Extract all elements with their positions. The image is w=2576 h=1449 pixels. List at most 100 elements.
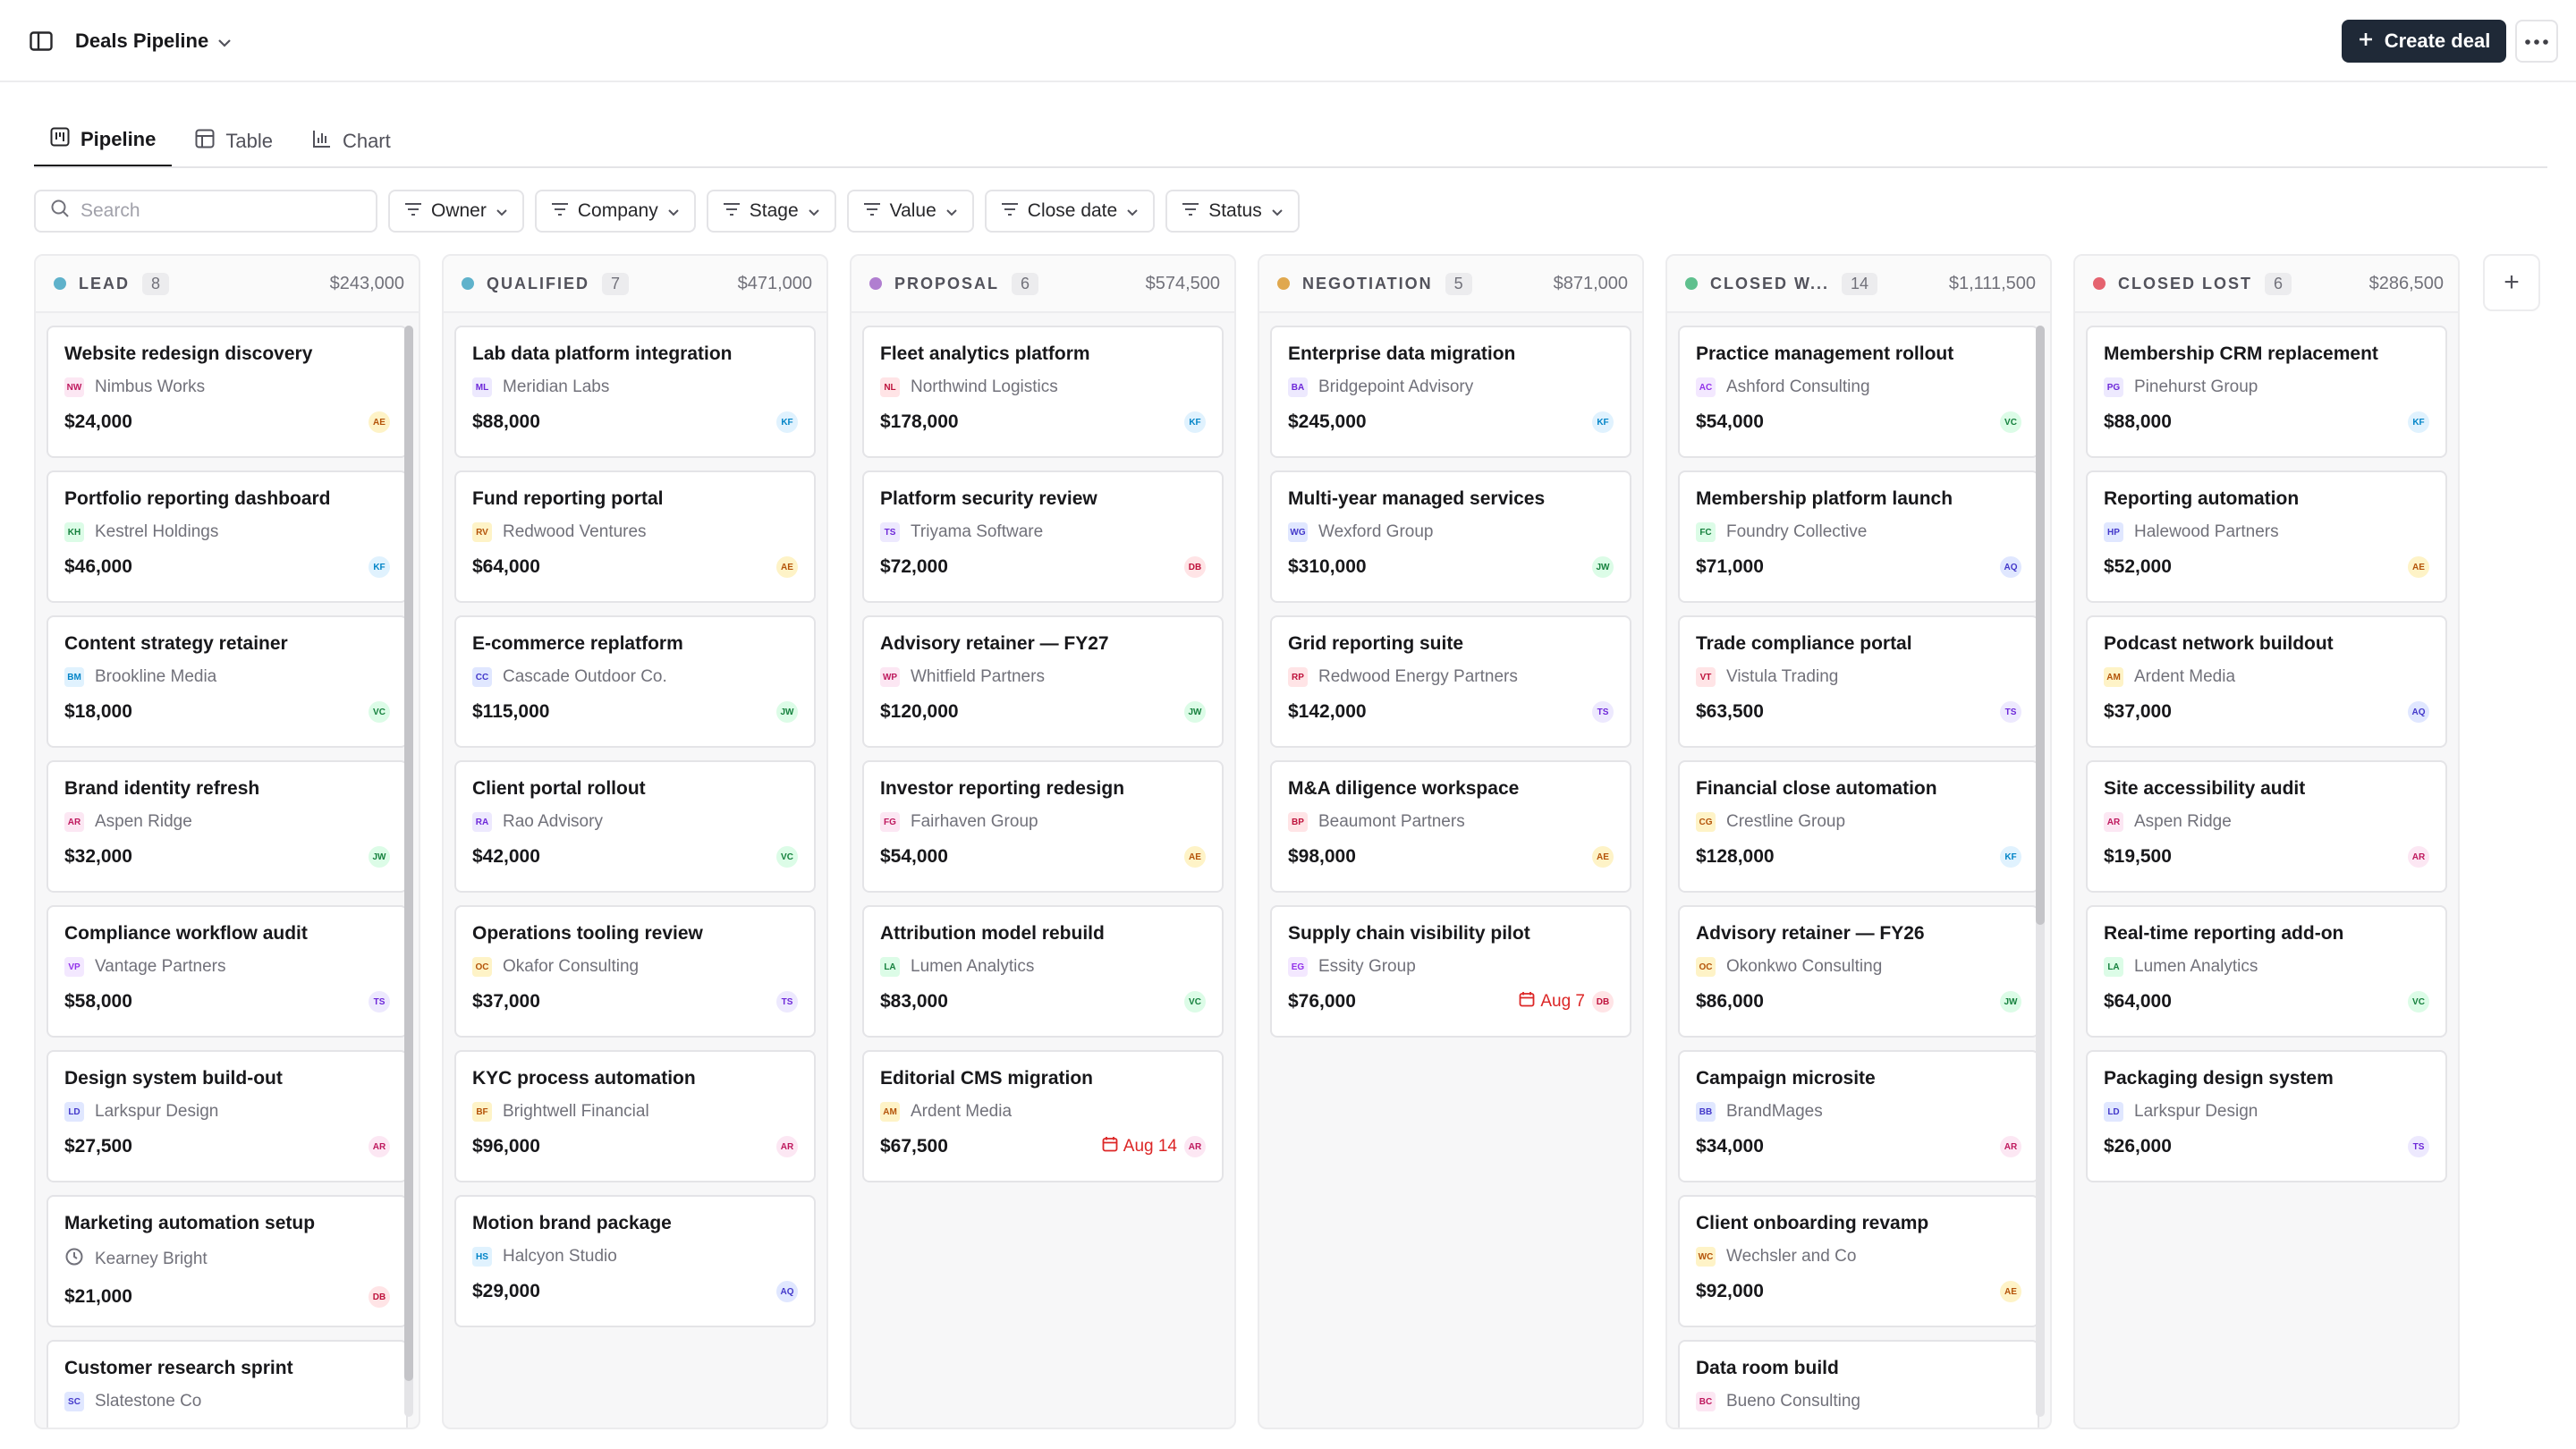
deal-card[interactable]: Lab data platform integration ML Meridian … bbox=[454, 326, 816, 458]
owner-avatar[interactable]: AR bbox=[776, 1136, 798, 1157]
sidebar-toggle-icon[interactable] bbox=[25, 27, 57, 55]
owner-avatar[interactable]: DB bbox=[1184, 556, 1206, 578]
deal-card[interactable]: Website redesign discovery NW Nimbus Works… bbox=[47, 326, 408, 458]
filter-value[interactable]: Value bbox=[846, 190, 974, 233]
owner-avatar[interactable]: VC bbox=[2408, 991, 2429, 1013]
column-header[interactable]: LEAD 8 $243,000 bbox=[36, 256, 419, 313]
filter-stage[interactable]: Stage bbox=[706, 190, 836, 233]
owner-avatar[interactable]: AE bbox=[1184, 846, 1206, 868]
owner-avatar[interactable]: DB bbox=[369, 1286, 390, 1308]
owner-avatar[interactable]: TS bbox=[2408, 1136, 2429, 1157]
owner-avatar[interactable]: KF bbox=[369, 556, 390, 578]
owner-avatar[interactable]: JW bbox=[2000, 991, 2021, 1013]
owner-avatar[interactable]: KF bbox=[2408, 411, 2429, 433]
deal-card[interactable]: Membership CRM replacement PG Pinehurst Gr… bbox=[2086, 326, 2447, 458]
deal-card[interactable]: Attribution model rebuild LA Lumen Analyti… bbox=[862, 905, 1224, 1038]
deal-card[interactable]: Campaign microsite BB BrandMages $34,000 AR bbox=[1678, 1050, 2039, 1182]
deal-card[interactable]: Reporting automation HP Halewood Partners $… bbox=[2086, 470, 2447, 603]
deal-card[interactable]: Operations tooling review OC Okafor Consul… bbox=[454, 905, 816, 1038]
owner-avatar[interactable]: AE bbox=[2000, 1281, 2021, 1302]
filter-company[interactable]: Company bbox=[534, 190, 696, 233]
owner-avatar[interactable]: AQ bbox=[2408, 701, 2429, 723]
owner-avatar[interactable]: KF bbox=[776, 411, 798, 433]
deal-card[interactable]: Membership platform launch FC Foundry Coll… bbox=[1678, 470, 2039, 603]
deal-card[interactable]: E-commerce replatform CC Cascade Outdoor C… bbox=[454, 615, 816, 748]
deal-card[interactable]: Financial close automation CG Crestline Gr… bbox=[1678, 760, 2039, 893]
owner-avatar[interactable]: KF bbox=[2000, 846, 2021, 868]
owner-avatar[interactable]: AR bbox=[2000, 1136, 2021, 1157]
owner-avatar[interactable]: VC bbox=[369, 701, 390, 723]
deal-card[interactable]: Investor reporting redesign FG Fairhaven G… bbox=[862, 760, 1224, 893]
owner-avatar[interactable]: JW bbox=[369, 846, 390, 868]
owner-avatar[interactable]: JW bbox=[1592, 556, 1614, 578]
deal-card[interactable]: Multi-year managed services WG Wexford Gro… bbox=[1270, 470, 1631, 603]
owner-avatar[interactable]: AQ bbox=[2000, 556, 2021, 578]
deal-card[interactable]: Data room build BC Bueno Consulting bbox=[1678, 1340, 2039, 1428]
tab-chart[interactable]: Chart bbox=[296, 114, 407, 168]
owner-avatar[interactable]: AE bbox=[369, 411, 390, 433]
deal-card[interactable]: Advisory retainer — FY26 OC Okonkwo Consul… bbox=[1678, 905, 2039, 1038]
deal-card[interactable]: Motion brand package HS Halcyon Studio $29,… bbox=[454, 1195, 816, 1327]
column-header[interactable]: CLOSED LOST 6 $286,500 bbox=[2075, 256, 2458, 313]
filter-owner[interactable]: Owner bbox=[388, 190, 524, 233]
deal-card[interactable]: Customer research sprint SC Slatestone Co bbox=[47, 1340, 408, 1428]
filter-status[interactable]: Status bbox=[1165, 190, 1300, 233]
deal-card[interactable]: Compliance workflow audit VP Vantage Partn… bbox=[47, 905, 408, 1038]
owner-avatar[interactable]: DB bbox=[1592, 991, 1614, 1013]
deal-card[interactable]: Trade compliance portal VT Vistula Trading… bbox=[1678, 615, 2039, 748]
column-header[interactable]: NEGOTIATION 5 $871,000 bbox=[1259, 256, 1642, 313]
column-header[interactable]: CLOSED W... 14 $1,111,500 bbox=[1667, 256, 2050, 313]
owner-avatar[interactable]: AE bbox=[2408, 556, 2429, 578]
deal-card[interactable]: Platform security review TS Triyama Softwa… bbox=[862, 470, 1224, 603]
deal-card[interactable]: Fleet analytics platform NL Northwind Logi… bbox=[862, 326, 1224, 458]
scrollbar-thumb[interactable] bbox=[2036, 326, 2045, 925]
add-column-button[interactable]: + bbox=[2483, 254, 2540, 311]
filter-close-date[interactable]: Close date bbox=[984, 190, 1156, 233]
tab-pipeline[interactable]: Pipeline bbox=[34, 114, 173, 168]
deal-card[interactable]: M&A diligence workspace BP Beaumont Partne… bbox=[1270, 760, 1631, 893]
deal-card[interactable]: Podcast network buildout AM Ardent Media $3… bbox=[2086, 615, 2447, 748]
deal-card[interactable]: Advisory retainer — FY27 WP Whitfield Part… bbox=[862, 615, 1224, 748]
owner-avatar[interactable]: AR bbox=[1184, 1136, 1206, 1157]
deal-card[interactable]: Fund reporting portal RV Redwood Ventures $… bbox=[454, 470, 816, 603]
column-header[interactable]: PROPOSAL 6 $574,500 bbox=[852, 256, 1234, 313]
owner-avatar[interactable]: JW bbox=[1184, 701, 1206, 723]
owner-avatar[interactable]: AE bbox=[1592, 846, 1614, 868]
deal-card[interactable]: Client onboarding revamp WC Wechsler and C… bbox=[1678, 1195, 2039, 1327]
deal-card[interactable]: Packaging design system LD Larkspur Design… bbox=[2086, 1050, 2447, 1182]
owner-avatar[interactable]: JW bbox=[776, 701, 798, 723]
deal-card[interactable]: Practice management rollout AC Ashford Con… bbox=[1678, 326, 2039, 458]
deal-card[interactable]: Site accessibility audit AR Aspen Ridge $19… bbox=[2086, 760, 2447, 893]
deal-card[interactable]: Design system build-out LD Larkspur Design… bbox=[47, 1050, 408, 1182]
owner-avatar[interactable]: TS bbox=[2000, 701, 2021, 723]
owner-avatar[interactable]: VC bbox=[776, 846, 798, 868]
owner-avatar[interactable]: KF bbox=[1592, 411, 1614, 433]
owner-avatar[interactable]: TS bbox=[776, 991, 798, 1013]
owner-avatar[interactable]: AE bbox=[776, 556, 798, 578]
owner-avatar[interactable]: AQ bbox=[776, 1281, 798, 1302]
owner-avatar[interactable]: VC bbox=[1184, 991, 1206, 1013]
owner-avatar[interactable]: AR bbox=[2408, 846, 2429, 868]
deal-card[interactable]: Real-time reporting add-on LA Lumen Analyt… bbox=[2086, 905, 2447, 1038]
deal-card[interactable]: Grid reporting suite RP Redwood Energy Par… bbox=[1270, 615, 1631, 748]
deal-card[interactable]: Portfolio reporting dashboard KH Kestrel H… bbox=[47, 470, 408, 603]
deal-card[interactable]: Brand identity refresh AR Aspen Ridge $32,0… bbox=[47, 760, 408, 893]
more-options-button[interactable] bbox=[2515, 20, 2558, 63]
deal-card[interactable]: Marketing automation setup Kearney Bright… bbox=[47, 1195, 408, 1327]
owner-avatar[interactable]: VC bbox=[2000, 411, 2021, 433]
column-header[interactable]: QUALIFIED 7 $471,000 bbox=[444, 256, 826, 313]
search-input[interactable]: Search bbox=[34, 190, 377, 233]
tab-table[interactable]: Table bbox=[179, 114, 289, 168]
pipeline-selector[interactable]: Deals Pipeline bbox=[75, 25, 232, 57]
deal-card[interactable]: Editorial CMS migration AM Ardent Media $67… bbox=[862, 1050, 1224, 1182]
owner-avatar[interactable]: TS bbox=[1592, 701, 1614, 723]
deal-card[interactable]: KYC process automation BF Brightwell Finan… bbox=[454, 1050, 816, 1182]
owner-avatar[interactable]: KF bbox=[1184, 411, 1206, 433]
scrollbar-thumb[interactable] bbox=[404, 326, 413, 1381]
owner-avatar[interactable]: AR bbox=[369, 1136, 390, 1157]
deal-card[interactable]: Enterprise data migration BA Bridgepoint A… bbox=[1270, 326, 1631, 458]
deal-card[interactable]: Supply chain visibility pilot EG Essity Gr… bbox=[1270, 905, 1631, 1038]
deal-card[interactable]: Client portal rollout RA Rao Advisory $42,0… bbox=[454, 760, 816, 893]
create-deal-button[interactable]: Create deal bbox=[2342, 20, 2506, 63]
deal-card[interactable]: Content strategy retainer BM Brookline Med… bbox=[47, 615, 408, 748]
